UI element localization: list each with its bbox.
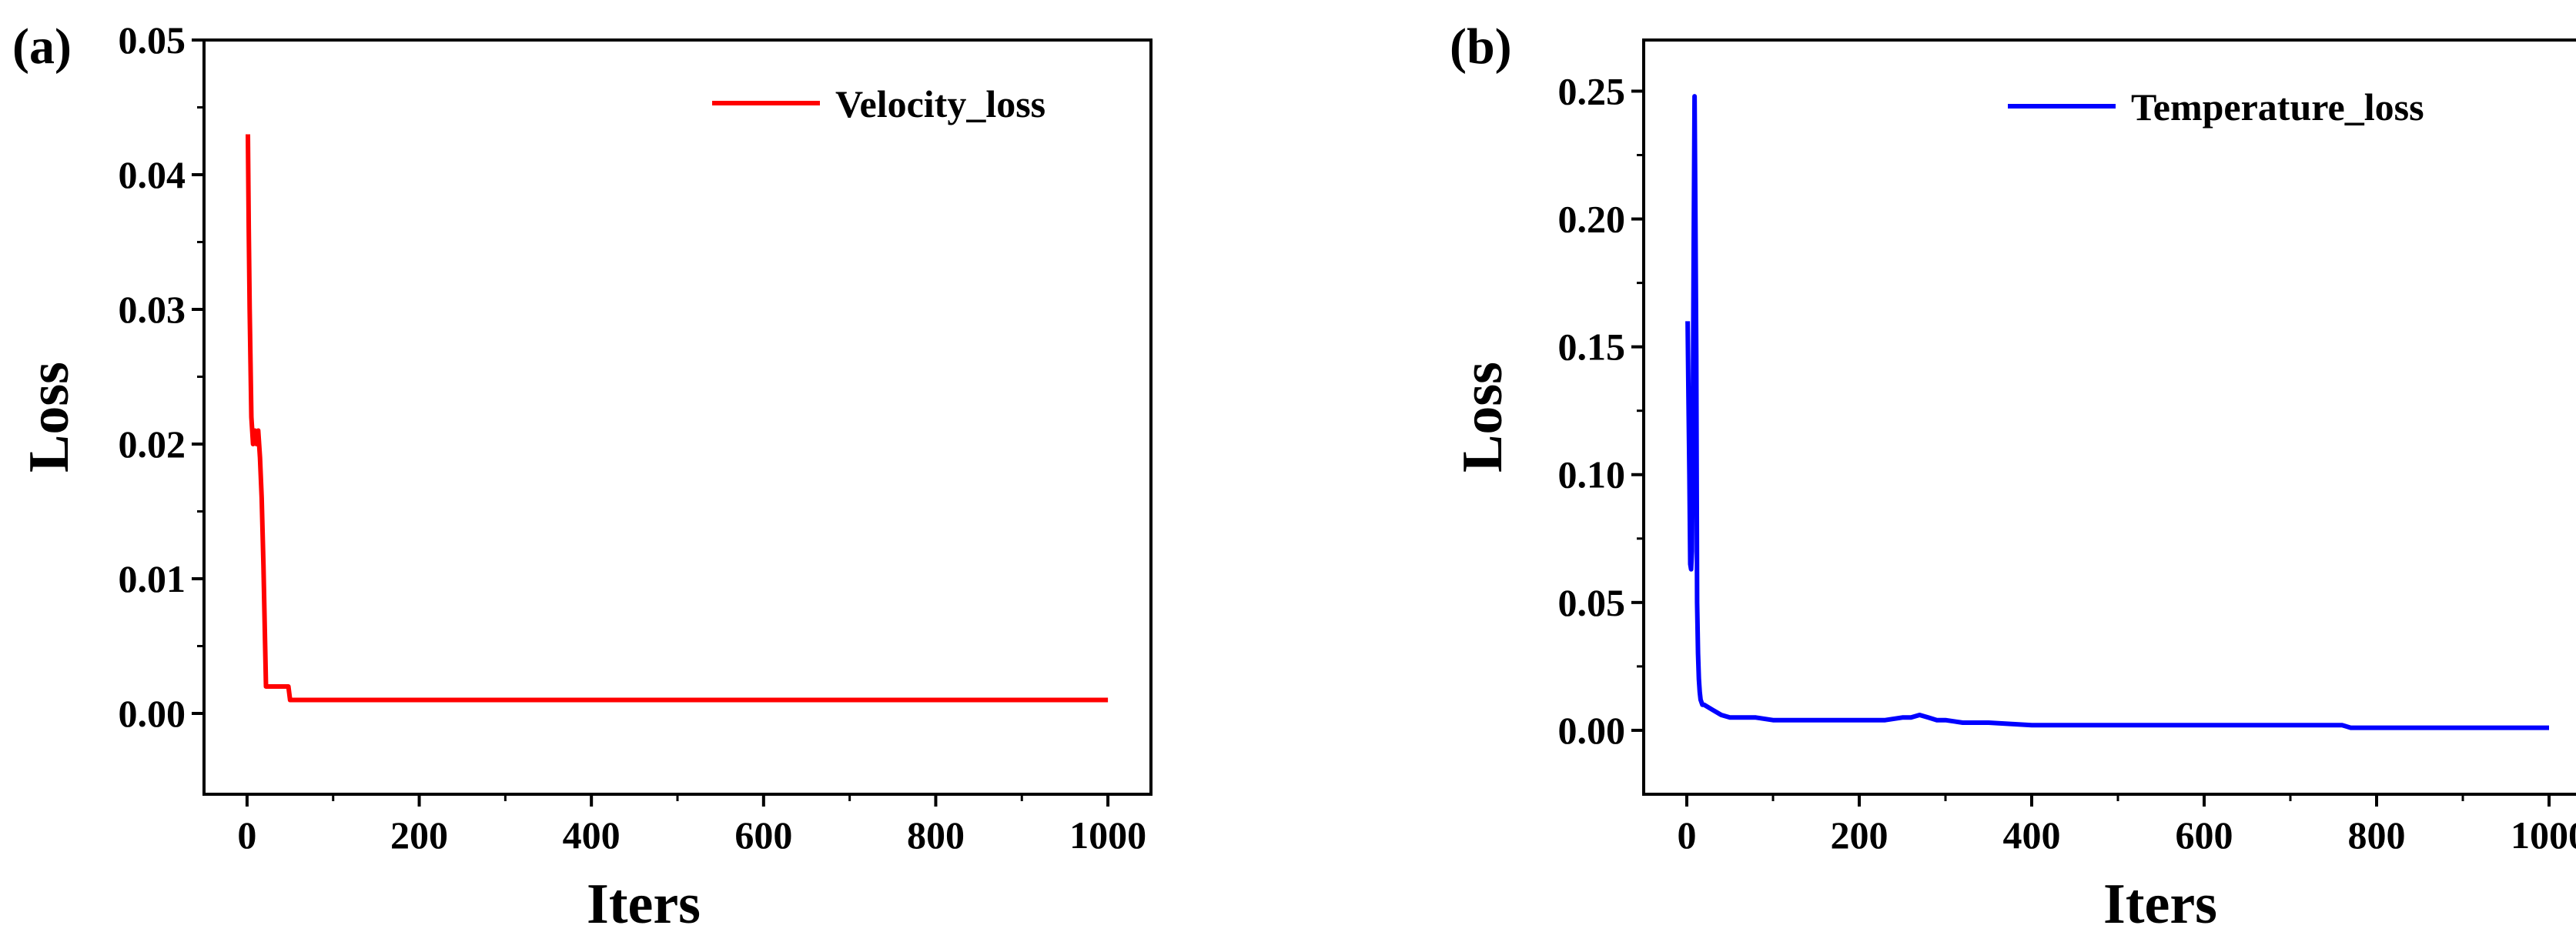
legend-b: Temperature_loss — [2008, 85, 2424, 129]
legend-label-velocity: Velocity_loss — [835, 82, 1045, 125]
series-line-velocity-loss — [246, 134, 1109, 703]
y-tick-label-b-4: 0.20 — [1558, 198, 1626, 241]
y-tick-label-a-2: 0.02 — [119, 423, 186, 466]
x-tick-label-b-5: 1000 — [2511, 813, 2576, 857]
plot-frame-a — [202, 38, 1153, 796]
panel-label-b: (b) — [1450, 18, 1512, 75]
x-tick-label-b-3: 600 — [2176, 813, 2233, 857]
y-axis-title-a: Loss — [18, 362, 81, 473]
x-tick-label-a-5: 1000 — [1069, 813, 1146, 857]
plot-frame-b — [1642, 38, 2576, 796]
panel-label-a: (a) — [12, 18, 72, 75]
y-tick-label-a-5: 0.05 — [119, 18, 186, 62]
x-tick-label-a-2: 400 — [563, 813, 621, 857]
y-tick-label-a-4: 0.04 — [119, 153, 186, 196]
x-tick-label-b-1: 200 — [1831, 813, 1889, 857]
y-axis-b: 0.00 0.05 0.10 0.15 0.20 0.25 — [1558, 69, 1644, 752]
y-axis-title-b: Loss — [1451, 362, 1514, 473]
x-tick-label-b-4: 800 — [2348, 813, 2406, 857]
legend-a: Velocity_loss — [712, 82, 1045, 125]
x-axis-title-b: Iters — [2103, 873, 2217, 932]
x-tick-label-a-1: 200 — [390, 813, 448, 857]
y-axis-a: 0.00 0.01 0.02 0.03 0.04 0.05 — [119, 18, 204, 735]
y-tick-label-a-3: 0.03 — [119, 288, 186, 331]
y-tick-label-b-5: 0.25 — [1558, 69, 1626, 112]
x-tick-label-b-0: 0 — [1678, 813, 1697, 857]
y-tick-label-b-1: 0.05 — [1558, 581, 1626, 624]
y-tick-label-b-2: 0.10 — [1558, 453, 1626, 496]
series-group-b — [1685, 94, 2549, 730]
y-tick-label-a-0: 0.00 — [119, 692, 186, 735]
x-tick-label-a-0: 0 — [237, 813, 256, 857]
x-axis-b: 0 200 400 600 800 1000 — [1678, 794, 2576, 857]
series-line-temperature-loss — [1685, 94, 2549, 730]
x-tick-label-a-3: 600 — [734, 813, 792, 857]
x-tick-label-a-4: 800 — [907, 813, 965, 857]
y-tick-label-b-3: 0.15 — [1558, 326, 1626, 369]
series-group-a — [246, 134, 1109, 703]
x-axis-a: 0 200 400 600 800 1000 — [237, 794, 1146, 857]
y-tick-label-a-1: 0.01 — [119, 557, 186, 600]
x-axis-title-a: Iters — [587, 873, 701, 932]
y-tick-label-b-0: 0.00 — [1558, 709, 1626, 752]
x-tick-label-b-2: 400 — [2003, 813, 2061, 857]
chart-panel-a: (a) 0 200 400 600 800 1000 0.000.010.020.030.… — [12, 18, 1153, 932]
legend-label-temperature: Temperature_loss — [2131, 85, 2424, 129]
